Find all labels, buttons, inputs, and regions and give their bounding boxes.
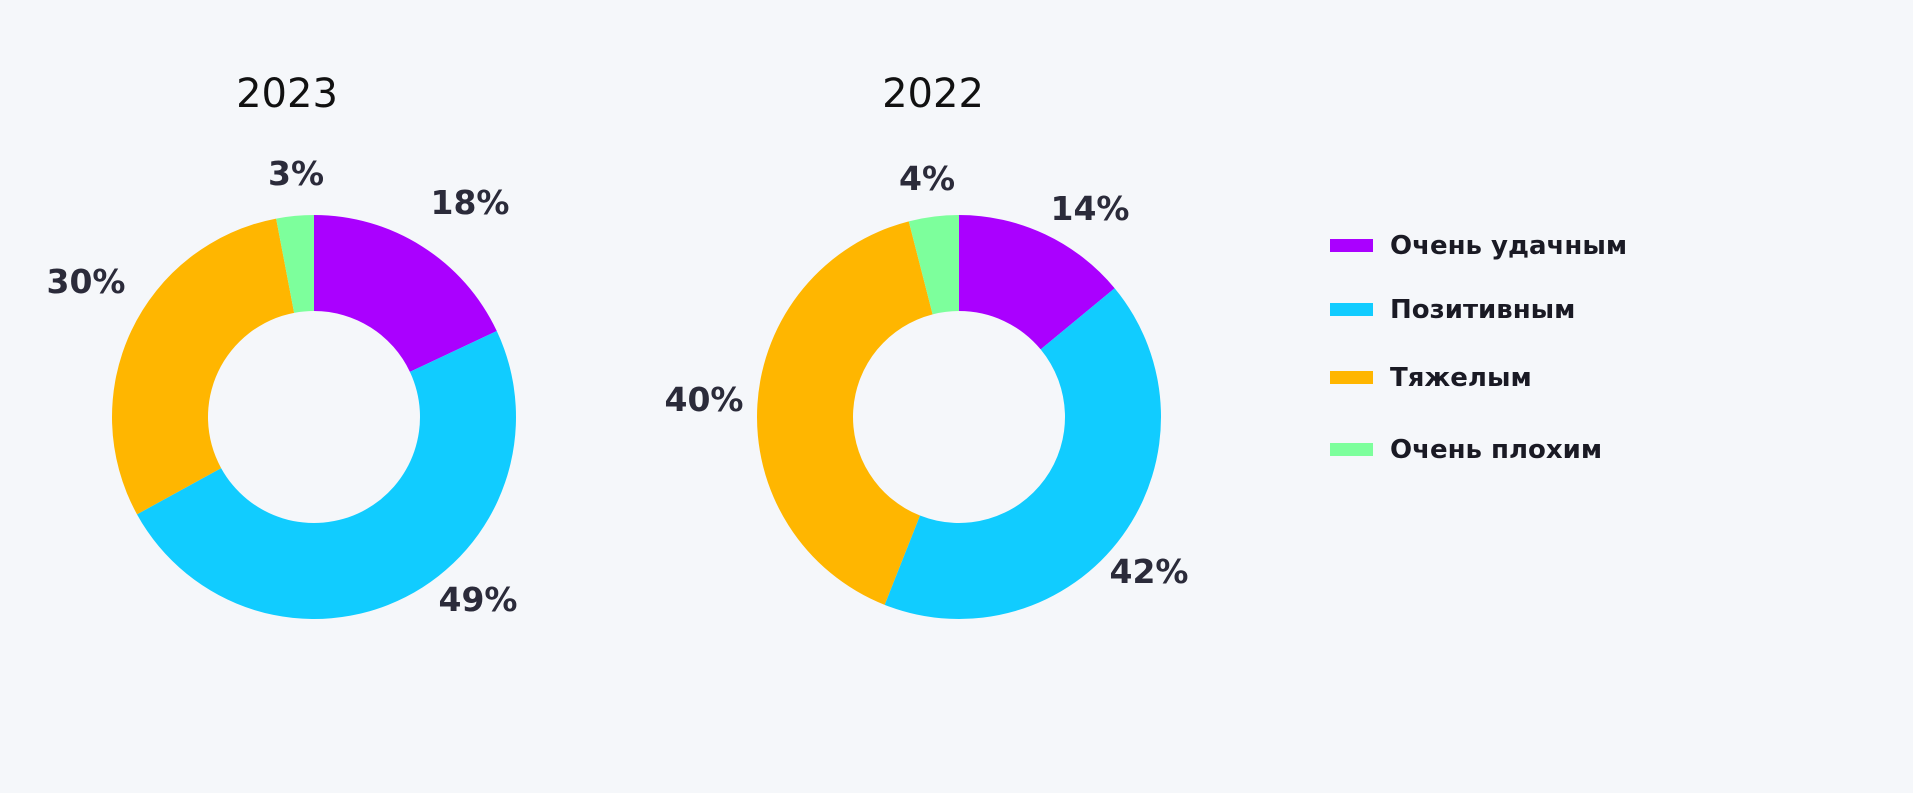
legend-item-positive: Позитивным	[1330, 295, 1575, 325]
legend-item-very-good: Очень удачным	[1330, 231, 1627, 261]
data-label-2023-hard: 30%	[47, 262, 126, 301]
legend-label-positive: Позитивным	[1390, 295, 1575, 325]
slice-2023-very-good	[314, 215, 497, 372]
chart-title-2022: 2022	[882, 71, 984, 117]
data-label-2023-very-good: 18%	[431, 183, 510, 222]
data-labels-2022: 14% 42% 40% 4%	[665, 159, 1189, 591]
data-label-2022-very-bad: 4%	[899, 159, 955, 198]
legend-swatch-very-bad	[1330, 443, 1373, 456]
donut-chart-2023: 2023 18% 49% 30% 3%	[47, 71, 518, 619]
legend: Очень удачным Позитивным Тяжелым Очень п…	[1330, 231, 1627, 465]
legend-item-hard: Тяжелым	[1330, 363, 1532, 393]
slices-2023	[111, 215, 516, 619]
legend-label-hard: Тяжелым	[1390, 363, 1532, 393]
data-label-2022-very-good: 14%	[1051, 189, 1130, 228]
legend-swatch-very-good	[1330, 239, 1373, 252]
legend-swatch-positive	[1330, 303, 1373, 316]
slices-2022	[756, 215, 1161, 619]
data-label-2022-hard: 40%	[665, 380, 744, 419]
slice-2022-positive	[884, 288, 1161, 619]
slice-2022-very-good	[959, 215, 1115, 350]
slice-2022-very-bad	[908, 215, 959, 315]
legend-item-very-bad: Очень плохим	[1330, 435, 1602, 465]
slice-2023-hard	[111, 218, 295, 515]
slice-2022-hard	[756, 221, 933, 605]
chart-title-2023: 2023	[236, 71, 338, 117]
data-label-2023-very-bad: 3%	[268, 154, 324, 193]
slice-2023-positive	[136, 330, 516, 619]
legend-label-very-good: Очень удачным	[1390, 231, 1627, 261]
data-label-2022-positive: 42%	[1110, 552, 1189, 591]
data-labels-2023: 18% 49% 30% 3%	[47, 154, 518, 619]
slice-2023-very-bad	[276, 215, 314, 313]
legend-label-very-bad: Очень плохим	[1390, 435, 1602, 465]
donut-chart-2022: 2022 14% 42% 40% 4%	[665, 71, 1189, 619]
legend-swatch-hard	[1330, 371, 1373, 384]
data-label-2023-positive: 49%	[439, 580, 518, 619]
